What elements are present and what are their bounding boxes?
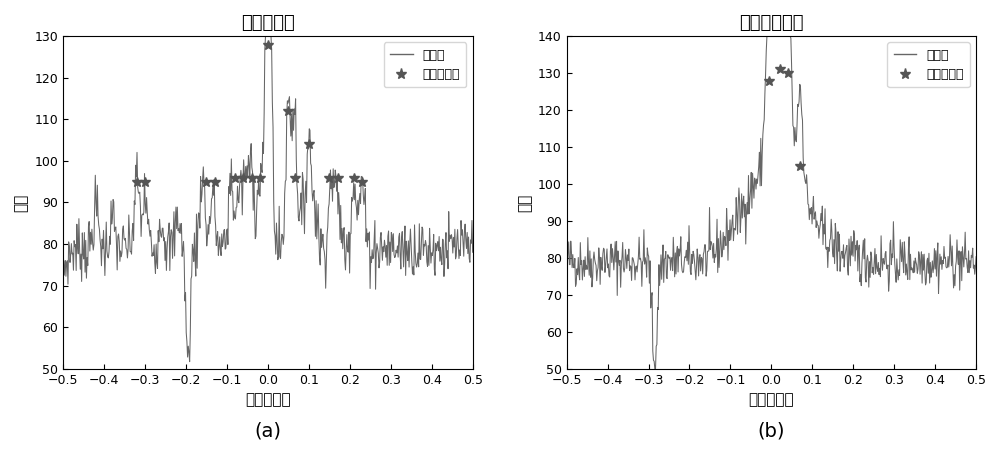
Y-axis label: 幅度: 幅度 [14,193,29,212]
Title: 无人机频谱: 无人机频谱 [241,14,295,32]
Text: (b): (b) [758,422,785,441]
Title: 武装单兵频谱: 武装单兵频谱 [739,14,804,32]
Text: (a): (a) [254,422,281,441]
Y-axis label: 幅度: 幅度 [517,193,532,212]
X-axis label: 归一化频率: 归一化频率 [245,392,291,407]
Legend: 原始点, 过门限峰包: 原始点, 过门限峰包 [887,43,970,87]
Legend: 原始点, 过门限峰包: 原始点, 过门限峰包 [384,43,466,87]
X-axis label: 归一化频率: 归一化频率 [749,392,794,407]
